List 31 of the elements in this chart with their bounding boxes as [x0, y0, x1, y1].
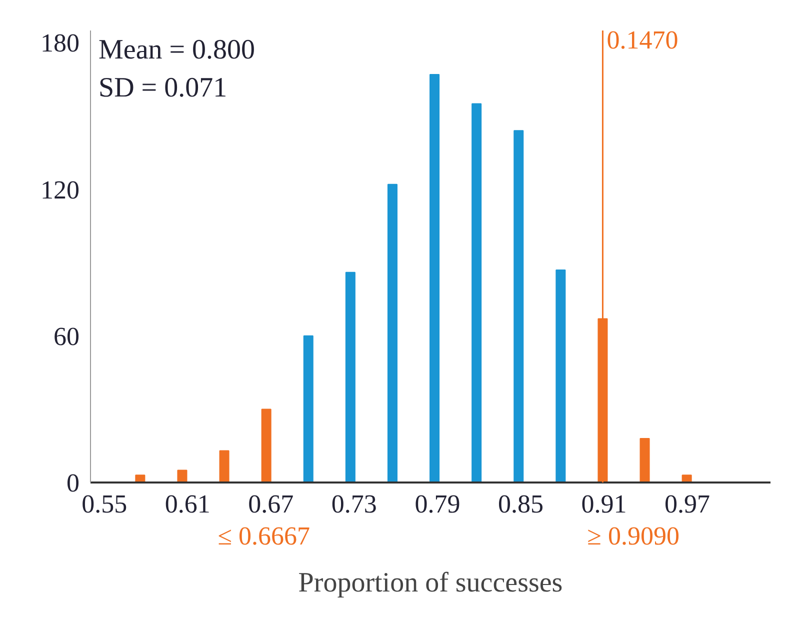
bar	[682, 474, 692, 482]
text: ≥ 0.9090	[587, 522, 680, 550]
x-tick-label: 0.67	[248, 490, 294, 518]
bar	[387, 184, 398, 482]
bar	[219, 450, 230, 482]
x-axis-title: Proportion of successes	[298, 568, 563, 598]
x-tick-label: 0.73	[331, 490, 377, 518]
x-tick-label: 0.85	[498, 490, 544, 518]
annotation: 0.1470	[606, 26, 678, 54]
y-tick-label: 120	[40, 175, 80, 204]
x-tick-label: 0.79	[414, 490, 460, 518]
bar	[135, 474, 146, 482]
annotation: Mean = 0.800	[98, 34, 256, 66]
bar	[177, 470, 188, 482]
x-tick-label: 0.61	[164, 490, 210, 518]
bar	[556, 269, 566, 482]
bar	[640, 438, 650, 482]
y-tick-label: 180	[40, 28, 80, 58]
text: ≤ 0.6667	[218, 522, 310, 550]
y-tick-label: 60	[54, 322, 80, 351]
bar	[472, 103, 482, 482]
x-tick-label: 0.91	[581, 490, 627, 518]
y-tick-label: 0	[66, 468, 80, 498]
bar	[430, 74, 440, 482]
x-tick-label: 0.55	[82, 490, 128, 518]
bar	[261, 408, 272, 482]
bar	[514, 130, 524, 482]
x-tick-label: 0.97	[664, 490, 710, 518]
bar	[303, 335, 314, 482]
bar	[345, 272, 356, 482]
annotation: SD = 0.071	[98, 72, 228, 104]
